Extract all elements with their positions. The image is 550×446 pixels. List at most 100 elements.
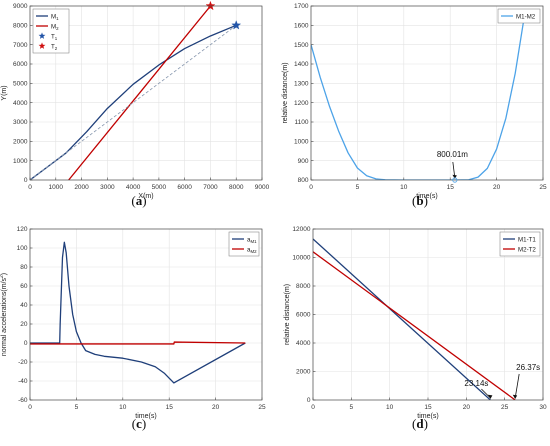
tick-label-y: 12000 xyxy=(292,226,310,233)
annotation-arrowhead xyxy=(452,174,457,179)
x-axis-label: time(s) xyxy=(416,193,437,200)
tick-label-y: 120 xyxy=(17,226,28,233)
tick-label-y: 900 xyxy=(298,158,309,165)
chart-panel-c: 0 5 10 15 20 25 -60 -40 -20 0 20 40 60 80 100 120 time(s… xyxy=(0,226,266,431)
tick-label-y: 4000 xyxy=(13,100,28,107)
tick-label-x: 10 xyxy=(119,404,127,411)
y-axis-label: relative distance(m) xyxy=(284,284,291,345)
tick-label-y: 6000 xyxy=(296,312,311,319)
axes-frame xyxy=(29,228,263,401)
series-line-m2 xyxy=(68,6,211,180)
legend-box xyxy=(497,8,541,24)
tick-label-y: 1400 xyxy=(294,61,309,68)
tick-label-y: 5000 xyxy=(13,81,28,88)
x-axis-label: time(s) xyxy=(135,413,156,420)
legend-entry: T2 xyxy=(51,43,58,51)
tick-label-x: 25 xyxy=(539,184,547,191)
tick-label-x: 20 xyxy=(493,184,501,191)
tick-label-y: 20 xyxy=(20,321,28,328)
tick-label-x: 5 xyxy=(75,404,79,411)
data-layer xyxy=(30,6,237,180)
tick-label-y: 80 xyxy=(20,264,28,271)
tick-label-x: 0 xyxy=(309,184,313,191)
chart-panel-a: 0 1000 2000 3000 4000 5000 6000 7000 8000 9000 0 10… xyxy=(1,0,270,208)
tick-label-y: 3000 xyxy=(13,119,28,126)
data-layer xyxy=(313,238,516,400)
tick-label-y: 100 xyxy=(17,245,28,252)
plot-area xyxy=(311,6,543,180)
axes-frame xyxy=(310,5,544,181)
legend: M1 M2 T1 T2 xyxy=(32,8,70,54)
legend-entry: M1-T1 xyxy=(518,236,536,243)
legend: M1-M2 xyxy=(497,8,541,24)
legend-box xyxy=(228,231,260,257)
data-layer xyxy=(30,241,246,384)
tick-label-x: 1000 xyxy=(49,184,64,191)
x-axis-label: X(m) xyxy=(138,193,153,200)
tick-label-y: -60 xyxy=(18,397,28,404)
tick-label-y: 9000 xyxy=(13,3,28,10)
tick-label-y: 0 xyxy=(24,340,28,347)
tick-label-y: 1600 xyxy=(294,23,309,30)
tick-label-x: 15 xyxy=(424,404,432,411)
star-marker-t2 xyxy=(205,0,216,11)
tick-label-y: 1100 xyxy=(295,119,309,126)
annotation-marker xyxy=(452,177,458,183)
series-line-guide xyxy=(30,25,237,180)
tick-label-y: 8000 xyxy=(13,23,28,30)
tick-label-y: 1000 xyxy=(294,139,309,146)
tick-label-y: -20 xyxy=(18,359,28,366)
tick-label-x: 6000 xyxy=(177,184,192,191)
legend-star-icon xyxy=(38,32,46,39)
legend-entry: aM2 xyxy=(247,246,257,254)
annotation-arrow xyxy=(514,373,520,399)
annotation-label: 26.37s xyxy=(516,363,540,372)
tick-label-x: 5 xyxy=(350,404,354,411)
tick-label-y: 10000 xyxy=(292,255,310,262)
annotation-arrowhead xyxy=(512,394,518,399)
panel-caption: (d) xyxy=(412,416,428,431)
tick-label-y: 2000 xyxy=(296,369,311,376)
legend-entry: M1 xyxy=(51,13,59,21)
tick-label-y: -40 xyxy=(18,378,28,385)
tick-label-x: 15 xyxy=(447,184,455,191)
legend-entry: aM1 xyxy=(247,236,257,244)
tick-label-x: 5 xyxy=(356,184,360,191)
tick-label-x: 4000 xyxy=(126,184,141,191)
legend-entry: M2 xyxy=(51,23,59,31)
star-marker-t1 xyxy=(231,20,242,30)
tick-label-y: 1000 xyxy=(13,158,28,165)
tick-label-x: 9000 xyxy=(255,184,270,191)
tick-label-x: 3000 xyxy=(100,184,115,191)
legend-entry: M1-M2 xyxy=(516,13,536,20)
tick-label-y: 1200 xyxy=(294,100,309,107)
annotation-label: 23.14s xyxy=(464,379,488,388)
tick-label-x: 5000 xyxy=(152,184,167,191)
legend: M1-T1 M2-T2 xyxy=(499,231,541,257)
tick-label-x: 20 xyxy=(463,404,471,411)
chart-panel-b: 0 5 10 15 20 25 800 900 1000 1100 1200 1300 1400 1500… xyxy=(282,3,547,208)
y-axis-label: relative distance(m) xyxy=(282,62,289,123)
tick-label-y: 2000 xyxy=(13,139,28,146)
tick-label-y: 1700 xyxy=(294,3,309,10)
series-line-m2-t2 xyxy=(313,251,516,400)
annotation-arrowhead xyxy=(488,394,493,399)
tick-label-y: 0 xyxy=(24,177,28,184)
tick-label-x: 30 xyxy=(539,404,547,411)
series-line-am1 xyxy=(30,241,246,384)
tick-label-x: 10 xyxy=(400,184,408,191)
chart-panel-d: 0 5 10 15 20 25 30 0 2000 4000 6000 8000 10000 12000 t… xyxy=(284,226,547,431)
series-line-m1-m2 xyxy=(311,9,527,180)
tick-label-x: 15 xyxy=(166,404,174,411)
tick-label-x: 0 xyxy=(311,404,315,411)
x-axis-label: time(s) xyxy=(417,413,438,420)
tick-label-x: 25 xyxy=(501,404,509,411)
tick-label-y: 60 xyxy=(20,283,28,290)
tick-label-y: 0 xyxy=(307,397,311,404)
tick-label-y: 40 xyxy=(20,302,28,309)
panel-caption: (c) xyxy=(132,416,146,431)
tick-label-y: 6000 xyxy=(13,61,28,68)
y-axis-label: Y(m) xyxy=(1,85,8,100)
series-line-am2 xyxy=(30,341,246,345)
